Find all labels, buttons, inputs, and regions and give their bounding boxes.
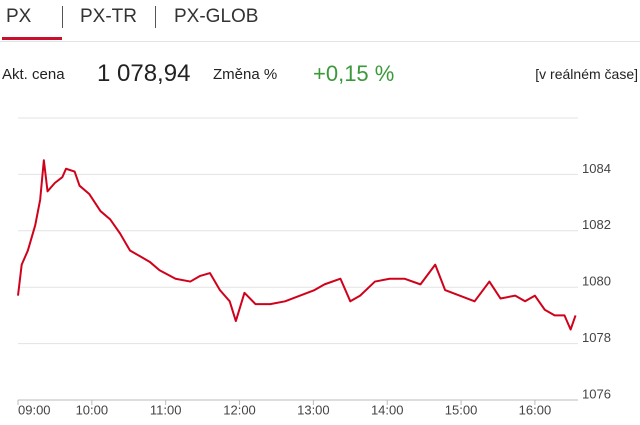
separator <box>62 6 63 28</box>
realtime-label: [v reálném čase] <box>535 66 638 82</box>
y-tick-label: 1084 <box>582 161 611 176</box>
change-label: Změna % <box>213 66 278 83</box>
tab[interactable]: PX <box>6 6 32 27</box>
x-tick-label: 15:00 <box>445 402 478 417</box>
y-tick-label: 1076 <box>582 386 611 401</box>
price-line <box>17 159 577 331</box>
x-tick-label: 09:00 <box>18 402 51 417</box>
tab-bar: PX PX-TR PX-GLOB <box>0 0 640 42</box>
x-tick-label: 10:00 <box>76 402 109 417</box>
x-tick-label: 16:00 <box>519 402 552 417</box>
y-tick-label: 1082 <box>582 217 611 232</box>
price-label: Akt. cena <box>2 66 65 83</box>
change: +0,15 % <box>313 61 395 86</box>
x-tick-label: 12:00 <box>223 402 256 417</box>
y-tick-label: 1080 <box>582 274 611 289</box>
x-tick-label: 13:00 <box>297 402 330 417</box>
y-tick-label: 1078 <box>582 330 611 345</box>
separator <box>155 6 156 28</box>
tab[interactable]: PX-GLOB <box>174 6 259 27</box>
price: 1 078,94 <box>97 60 191 87</box>
x-tick-label: 11:00 <box>150 402 182 417</box>
tab[interactable]: PX-TR <box>80 6 137 27</box>
x-tick-label: 14:00 <box>371 402 404 417</box>
active-tab-indicator <box>2 37 62 40</box>
